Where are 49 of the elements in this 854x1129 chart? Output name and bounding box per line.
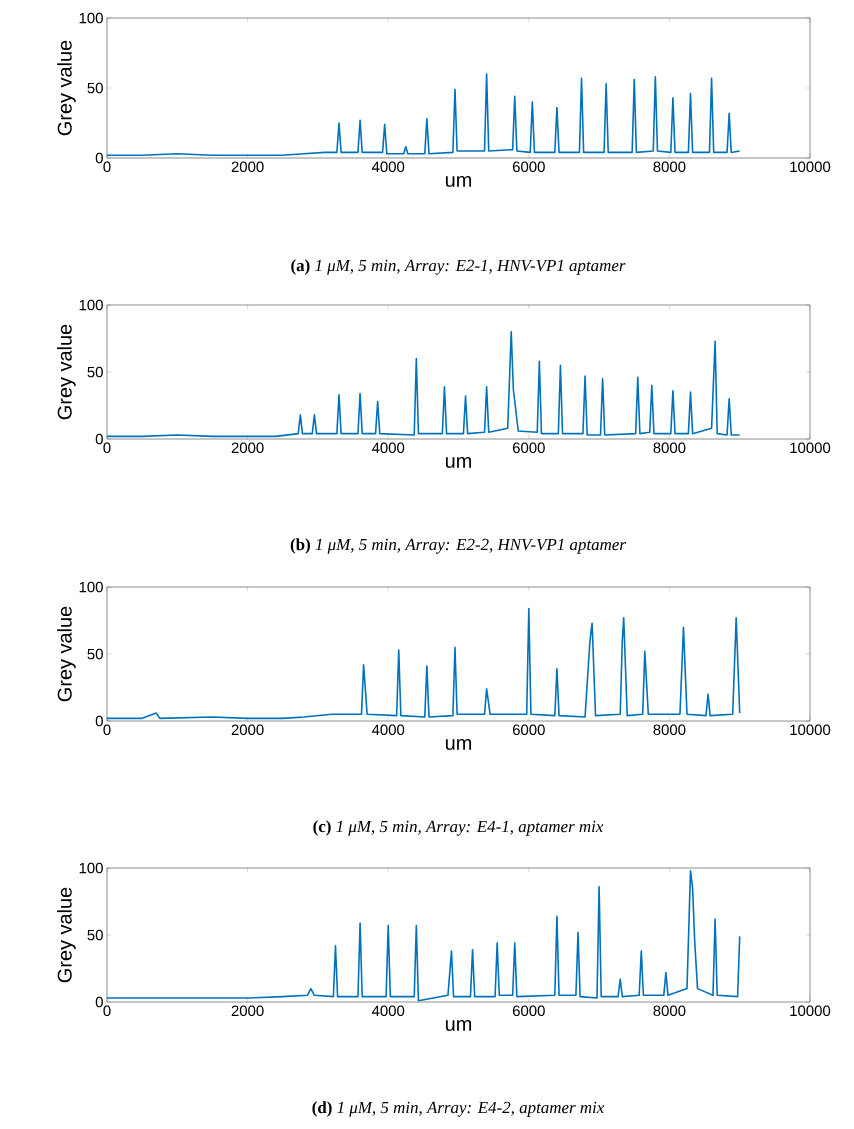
x-tick-label: 8000 (653, 442, 686, 454)
y-axis-title: Grey value (57, 324, 76, 420)
x-tick-label: 6000 (512, 161, 545, 173)
text: (d) 1 μM, 5 min, Array: E4-2, aptamer mix (312, 1101, 605, 1117)
x-tick-label: 4000 (371, 442, 405, 454)
x-tick-label: 4000 (371, 161, 405, 173)
x-axis-title: um (445, 1019, 472, 1031)
x-tick-label: 2000 (231, 724, 264, 736)
x-tick-label: 6000 (512, 724, 545, 736)
x-axis-title: um (445, 738, 472, 750)
y-tick-label: 50 (87, 648, 103, 660)
y-tick-label: 100 (79, 862, 103, 874)
x-tick-label: 10000 (790, 724, 831, 736)
x-tick-label: 0 (103, 1005, 111, 1017)
y-tick-label: 0 (95, 152, 103, 164)
y-axis-title: Grey value (57, 40, 76, 136)
x-tick-label: 8000 (653, 1005, 686, 1017)
y-axis-title: Grey value (57, 887, 76, 983)
line-series (107, 607, 741, 720)
y-tick-label: 0 (95, 715, 103, 727)
x-tick-label: 10000 (790, 161, 831, 173)
y-tick-label: 100 (79, 12, 103, 24)
y-tick-label: 100 (79, 581, 103, 593)
x-axis-title: um (445, 456, 472, 468)
x-tick-label: 4000 (371, 1005, 405, 1017)
text: (a) 1 μM, 5 min, Array: E2-1, HNV-VP1 aptamer (291, 259, 626, 275)
y-tick-label: 50 (87, 929, 103, 941)
y-tick-label: 0 (95, 433, 103, 445)
y-axis-title: Grey value (57, 606, 76, 702)
x-tick-label: 10000 (790, 442, 831, 454)
x-tick-label: 4000 (371, 724, 405, 736)
x-tick-label: 6000 (512, 442, 545, 454)
x-tick-label: 0 (103, 442, 111, 454)
text: (c) 1 μM, 5 min, Array: E4-1, aptamer mix (313, 820, 604, 836)
x-tick-label: 8000 (653, 161, 686, 173)
x-axis-title: um (445, 175, 472, 187)
x-tick-label: 0 (103, 724, 111, 736)
text: (b) 1 μM, 5 min, Array: E2-2, HNV-VP1 aptamer (290, 538, 626, 554)
x-tick-label: 0 (103, 161, 111, 173)
y-tick-label: 0 (95, 996, 103, 1008)
x-tick-label: 10000 (790, 1005, 831, 1017)
x-tick-label: 8000 (653, 724, 686, 736)
x-tick-label: 2000 (231, 1005, 264, 1017)
y-tick-label: 50 (87, 366, 103, 378)
x-tick-label: 6000 (512, 1005, 545, 1017)
y-tick-label: 50 (87, 82, 103, 94)
x-tick-label: 2000 (231, 442, 264, 454)
y-tick-label: 100 (79, 299, 103, 311)
x-tick-label: 2000 (231, 161, 264, 173)
